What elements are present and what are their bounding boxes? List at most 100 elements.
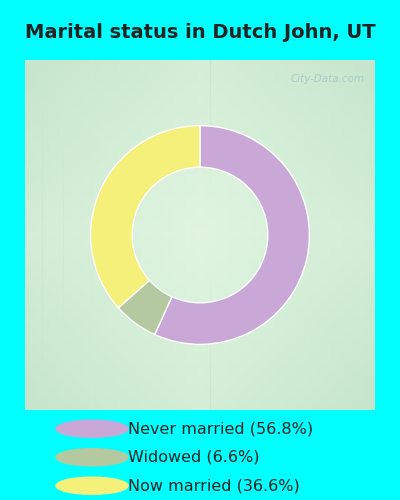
FancyBboxPatch shape: [326, 60, 328, 410]
FancyBboxPatch shape: [25, 352, 375, 354]
FancyBboxPatch shape: [25, 319, 375, 321]
FancyBboxPatch shape: [25, 252, 375, 254]
FancyBboxPatch shape: [275, 60, 277, 410]
Circle shape: [56, 477, 128, 494]
FancyBboxPatch shape: [25, 154, 375, 156]
FancyBboxPatch shape: [70, 60, 72, 410]
FancyBboxPatch shape: [25, 158, 375, 160]
FancyBboxPatch shape: [205, 60, 207, 410]
FancyBboxPatch shape: [25, 288, 375, 289]
FancyBboxPatch shape: [111, 60, 112, 410]
FancyBboxPatch shape: [25, 279, 375, 280]
FancyBboxPatch shape: [25, 263, 375, 265]
FancyBboxPatch shape: [359, 60, 361, 410]
FancyBboxPatch shape: [252, 60, 254, 410]
FancyBboxPatch shape: [25, 361, 375, 363]
FancyBboxPatch shape: [25, 170, 375, 172]
FancyBboxPatch shape: [286, 60, 288, 410]
FancyBboxPatch shape: [265, 60, 266, 410]
FancyBboxPatch shape: [25, 149, 375, 151]
FancyBboxPatch shape: [25, 180, 375, 182]
FancyBboxPatch shape: [302, 60, 303, 410]
FancyBboxPatch shape: [25, 142, 375, 144]
FancyBboxPatch shape: [25, 134, 375, 135]
FancyBboxPatch shape: [195, 60, 196, 410]
FancyBboxPatch shape: [25, 81, 375, 82]
FancyBboxPatch shape: [356, 60, 358, 410]
FancyBboxPatch shape: [25, 340, 375, 342]
FancyBboxPatch shape: [235, 60, 237, 410]
FancyBboxPatch shape: [25, 209, 375, 210]
FancyBboxPatch shape: [254, 60, 256, 410]
FancyBboxPatch shape: [25, 318, 375, 319]
FancyBboxPatch shape: [64, 60, 65, 410]
FancyBboxPatch shape: [305, 60, 307, 410]
FancyBboxPatch shape: [25, 214, 375, 216]
FancyBboxPatch shape: [324, 60, 326, 410]
FancyBboxPatch shape: [149, 60, 151, 410]
FancyBboxPatch shape: [25, 128, 375, 130]
FancyBboxPatch shape: [76, 60, 78, 410]
Circle shape: [56, 420, 128, 438]
FancyBboxPatch shape: [25, 333, 375, 335]
FancyBboxPatch shape: [256, 60, 258, 410]
FancyBboxPatch shape: [25, 132, 375, 134]
FancyBboxPatch shape: [25, 377, 375, 378]
FancyBboxPatch shape: [224, 60, 226, 410]
FancyBboxPatch shape: [25, 228, 375, 230]
FancyBboxPatch shape: [25, 258, 375, 260]
FancyBboxPatch shape: [364, 60, 366, 410]
FancyBboxPatch shape: [25, 78, 375, 79]
FancyBboxPatch shape: [160, 60, 162, 410]
FancyBboxPatch shape: [174, 60, 176, 410]
FancyBboxPatch shape: [36, 60, 37, 410]
FancyBboxPatch shape: [107, 60, 109, 410]
FancyBboxPatch shape: [340, 60, 342, 410]
FancyBboxPatch shape: [25, 331, 375, 333]
FancyBboxPatch shape: [139, 60, 140, 410]
FancyBboxPatch shape: [314, 60, 316, 410]
FancyBboxPatch shape: [317, 60, 319, 410]
FancyBboxPatch shape: [25, 366, 375, 368]
FancyBboxPatch shape: [25, 261, 375, 263]
FancyBboxPatch shape: [79, 60, 81, 410]
FancyBboxPatch shape: [25, 266, 375, 268]
FancyBboxPatch shape: [25, 135, 375, 137]
FancyBboxPatch shape: [277, 60, 279, 410]
FancyBboxPatch shape: [25, 179, 375, 180]
FancyBboxPatch shape: [184, 60, 186, 410]
FancyBboxPatch shape: [168, 60, 170, 410]
FancyBboxPatch shape: [25, 121, 375, 123]
FancyBboxPatch shape: [98, 60, 100, 410]
FancyBboxPatch shape: [25, 256, 375, 258]
FancyBboxPatch shape: [146, 60, 148, 410]
Text: Marital status in Dutch John, UT: Marital status in Dutch John, UT: [25, 24, 375, 42]
FancyBboxPatch shape: [25, 111, 375, 112]
FancyBboxPatch shape: [294, 60, 296, 410]
FancyBboxPatch shape: [25, 277, 375, 279]
FancyBboxPatch shape: [331, 60, 333, 410]
FancyBboxPatch shape: [51, 60, 53, 410]
FancyBboxPatch shape: [25, 130, 375, 132]
FancyBboxPatch shape: [333, 60, 335, 410]
FancyBboxPatch shape: [25, 226, 375, 228]
FancyBboxPatch shape: [373, 60, 375, 410]
FancyBboxPatch shape: [316, 60, 317, 410]
FancyBboxPatch shape: [25, 100, 375, 102]
FancyBboxPatch shape: [352, 60, 354, 410]
FancyBboxPatch shape: [366, 60, 368, 410]
FancyBboxPatch shape: [25, 92, 375, 93]
FancyBboxPatch shape: [221, 60, 223, 410]
FancyBboxPatch shape: [263, 60, 265, 410]
FancyBboxPatch shape: [303, 60, 305, 410]
FancyBboxPatch shape: [25, 384, 375, 386]
FancyBboxPatch shape: [25, 363, 375, 364]
FancyBboxPatch shape: [123, 60, 125, 410]
FancyBboxPatch shape: [319, 60, 321, 410]
FancyBboxPatch shape: [25, 398, 375, 400]
FancyBboxPatch shape: [282, 60, 284, 410]
FancyBboxPatch shape: [25, 200, 375, 202]
FancyBboxPatch shape: [69, 60, 70, 410]
FancyBboxPatch shape: [30, 60, 32, 410]
FancyBboxPatch shape: [25, 237, 375, 238]
